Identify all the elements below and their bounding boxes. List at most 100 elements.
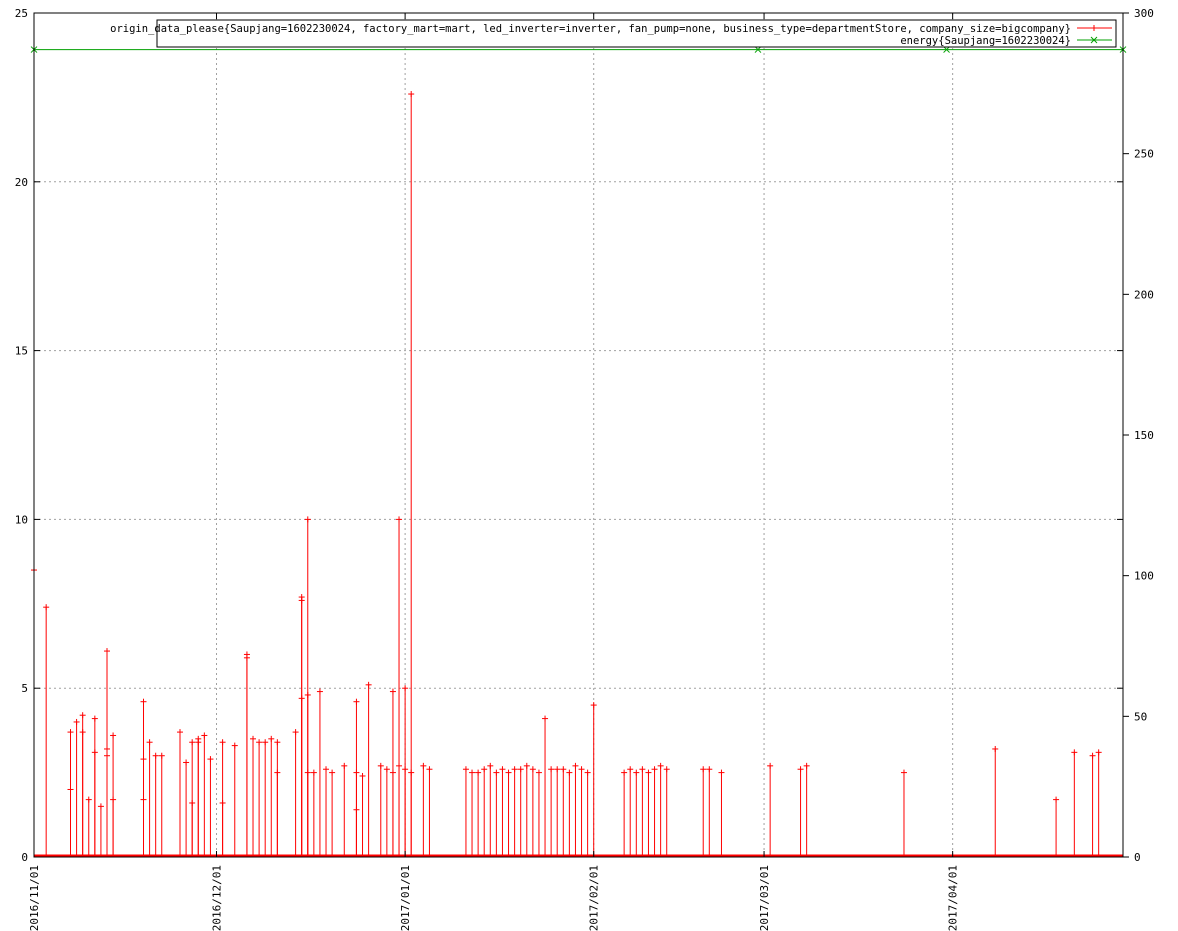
series-origin-point — [633, 769, 640, 857]
series-origin-point — [298, 695, 305, 857]
y-right-tick-label: 0 — [1134, 851, 1141, 864]
series-origin-point — [73, 718, 80, 857]
series-origin-point — [316, 688, 323, 857]
x-marker-b — [754, 46, 762, 53]
series-origin-point — [189, 799, 196, 857]
series-origin-point — [706, 766, 713, 857]
series-origin-point — [663, 766, 670, 857]
series-origin-point — [657, 762, 664, 857]
series-origin-point — [97, 803, 104, 857]
series-origin-point — [383, 766, 390, 857]
series-origin-point — [292, 729, 299, 857]
series-origin-point — [146, 739, 153, 857]
series-origin-point — [377, 762, 384, 857]
series-origin-point — [396, 762, 403, 857]
series-origin-point — [426, 766, 433, 857]
series-origin-point — [353, 806, 360, 857]
series-origin-point — [481, 766, 488, 857]
series-origin-point — [578, 766, 585, 857]
series-origin-point — [310, 769, 317, 857]
y-right-tick-label: 50 — [1134, 710, 1147, 723]
y-left-tick-label: 20 — [15, 176, 28, 189]
series-origin-point — [43, 604, 50, 857]
series-origin-point — [535, 769, 542, 857]
y-right-tick-label: 150 — [1134, 429, 1154, 442]
legend-sample-energy-marker-b — [1090, 36, 1098, 44]
series-origin-point — [797, 766, 804, 857]
x-tick-label: 2017/03/01 — [758, 865, 771, 931]
series-origin-point — [408, 91, 415, 857]
y-left-tick-label: 10 — [15, 513, 28, 526]
series-origin-point — [505, 769, 512, 857]
series-origin-point — [304, 769, 311, 857]
series-origin-point — [104, 745, 111, 857]
legend-label-origin-data: origin_data_please{Saupjang=1602230024, … — [110, 23, 1071, 35]
y-right-tick-label: 200 — [1134, 288, 1154, 301]
series-origin-point — [177, 729, 184, 857]
series-origin-point — [529, 766, 536, 857]
series-origin-point — [195, 739, 202, 857]
legend-box — [156, 19, 1117, 48]
y-left-tick-label: 0 — [21, 851, 28, 864]
series-origin-point — [651, 766, 658, 857]
series-origin-point — [487, 762, 494, 857]
y-right-tick-label: 250 — [1134, 148, 1154, 161]
series-origin-point — [548, 766, 555, 857]
grid-lines — [34, 13, 1123, 857]
series-origin-point — [554, 766, 561, 857]
series-origin-point — [499, 766, 506, 857]
series-origin-point — [1053, 796, 1060, 857]
series-origin-point — [767, 762, 774, 857]
x-marker-b — [943, 46, 950, 53]
series-origin-point — [462, 766, 469, 857]
series-origin-point — [420, 762, 427, 857]
series-origin-point — [1089, 752, 1096, 857]
legend-label-energy: energy{Saupjang=1602230024} — [900, 35, 1071, 47]
series-origin-point — [183, 759, 190, 857]
series-origin-point — [85, 796, 92, 857]
series-origin-point — [250, 735, 257, 857]
series-origin-point — [402, 685, 409, 857]
series-origin-point — [243, 654, 250, 857]
series-origin-point — [517, 766, 524, 857]
series-origin-point — [231, 742, 238, 857]
series-origin-point — [256, 739, 263, 857]
x-tick-label: 2017/02/01 — [588, 865, 601, 931]
series-origin-data-impulses — [31, 91, 1123, 858]
series-origin-point — [389, 769, 396, 857]
series-origin-point — [590, 702, 597, 857]
y-right-tick-label: 300 — [1134, 7, 1154, 20]
series-origin-point — [359, 772, 366, 857]
series-origin-point — [262, 739, 269, 857]
series-origin-point — [493, 769, 500, 857]
series-origin-point — [469, 769, 476, 857]
series-origin-point — [67, 786, 74, 857]
series-origin-point — [566, 769, 573, 857]
series-energy-point — [943, 46, 950, 53]
series-origin-point — [523, 762, 530, 857]
series-origin-point — [645, 769, 652, 857]
series-origin-point — [560, 766, 567, 857]
y-left-tick-label: 25 — [15, 7, 28, 20]
series-origin-point — [110, 796, 117, 857]
series-origin-point — [158, 752, 165, 857]
series-origin-point — [803, 762, 810, 857]
series-origin-point — [329, 769, 336, 857]
series-origin-point — [621, 769, 628, 857]
x-tick-label: 2016/11/01 — [28, 865, 41, 931]
series-origin-point — [900, 769, 907, 857]
series-origin-point — [475, 769, 482, 857]
series-origin-point — [992, 745, 999, 857]
series-origin-point — [1071, 749, 1078, 857]
series-origin-point — [718, 769, 725, 857]
series-origin-point — [341, 762, 348, 857]
series-origin-point — [700, 766, 707, 857]
series-origin-point — [511, 766, 518, 857]
series-origin-point — [323, 766, 330, 857]
series-origin-point — [572, 762, 579, 857]
y-left-tick-label: 15 — [15, 345, 28, 358]
series-origin-point — [79, 712, 86, 857]
